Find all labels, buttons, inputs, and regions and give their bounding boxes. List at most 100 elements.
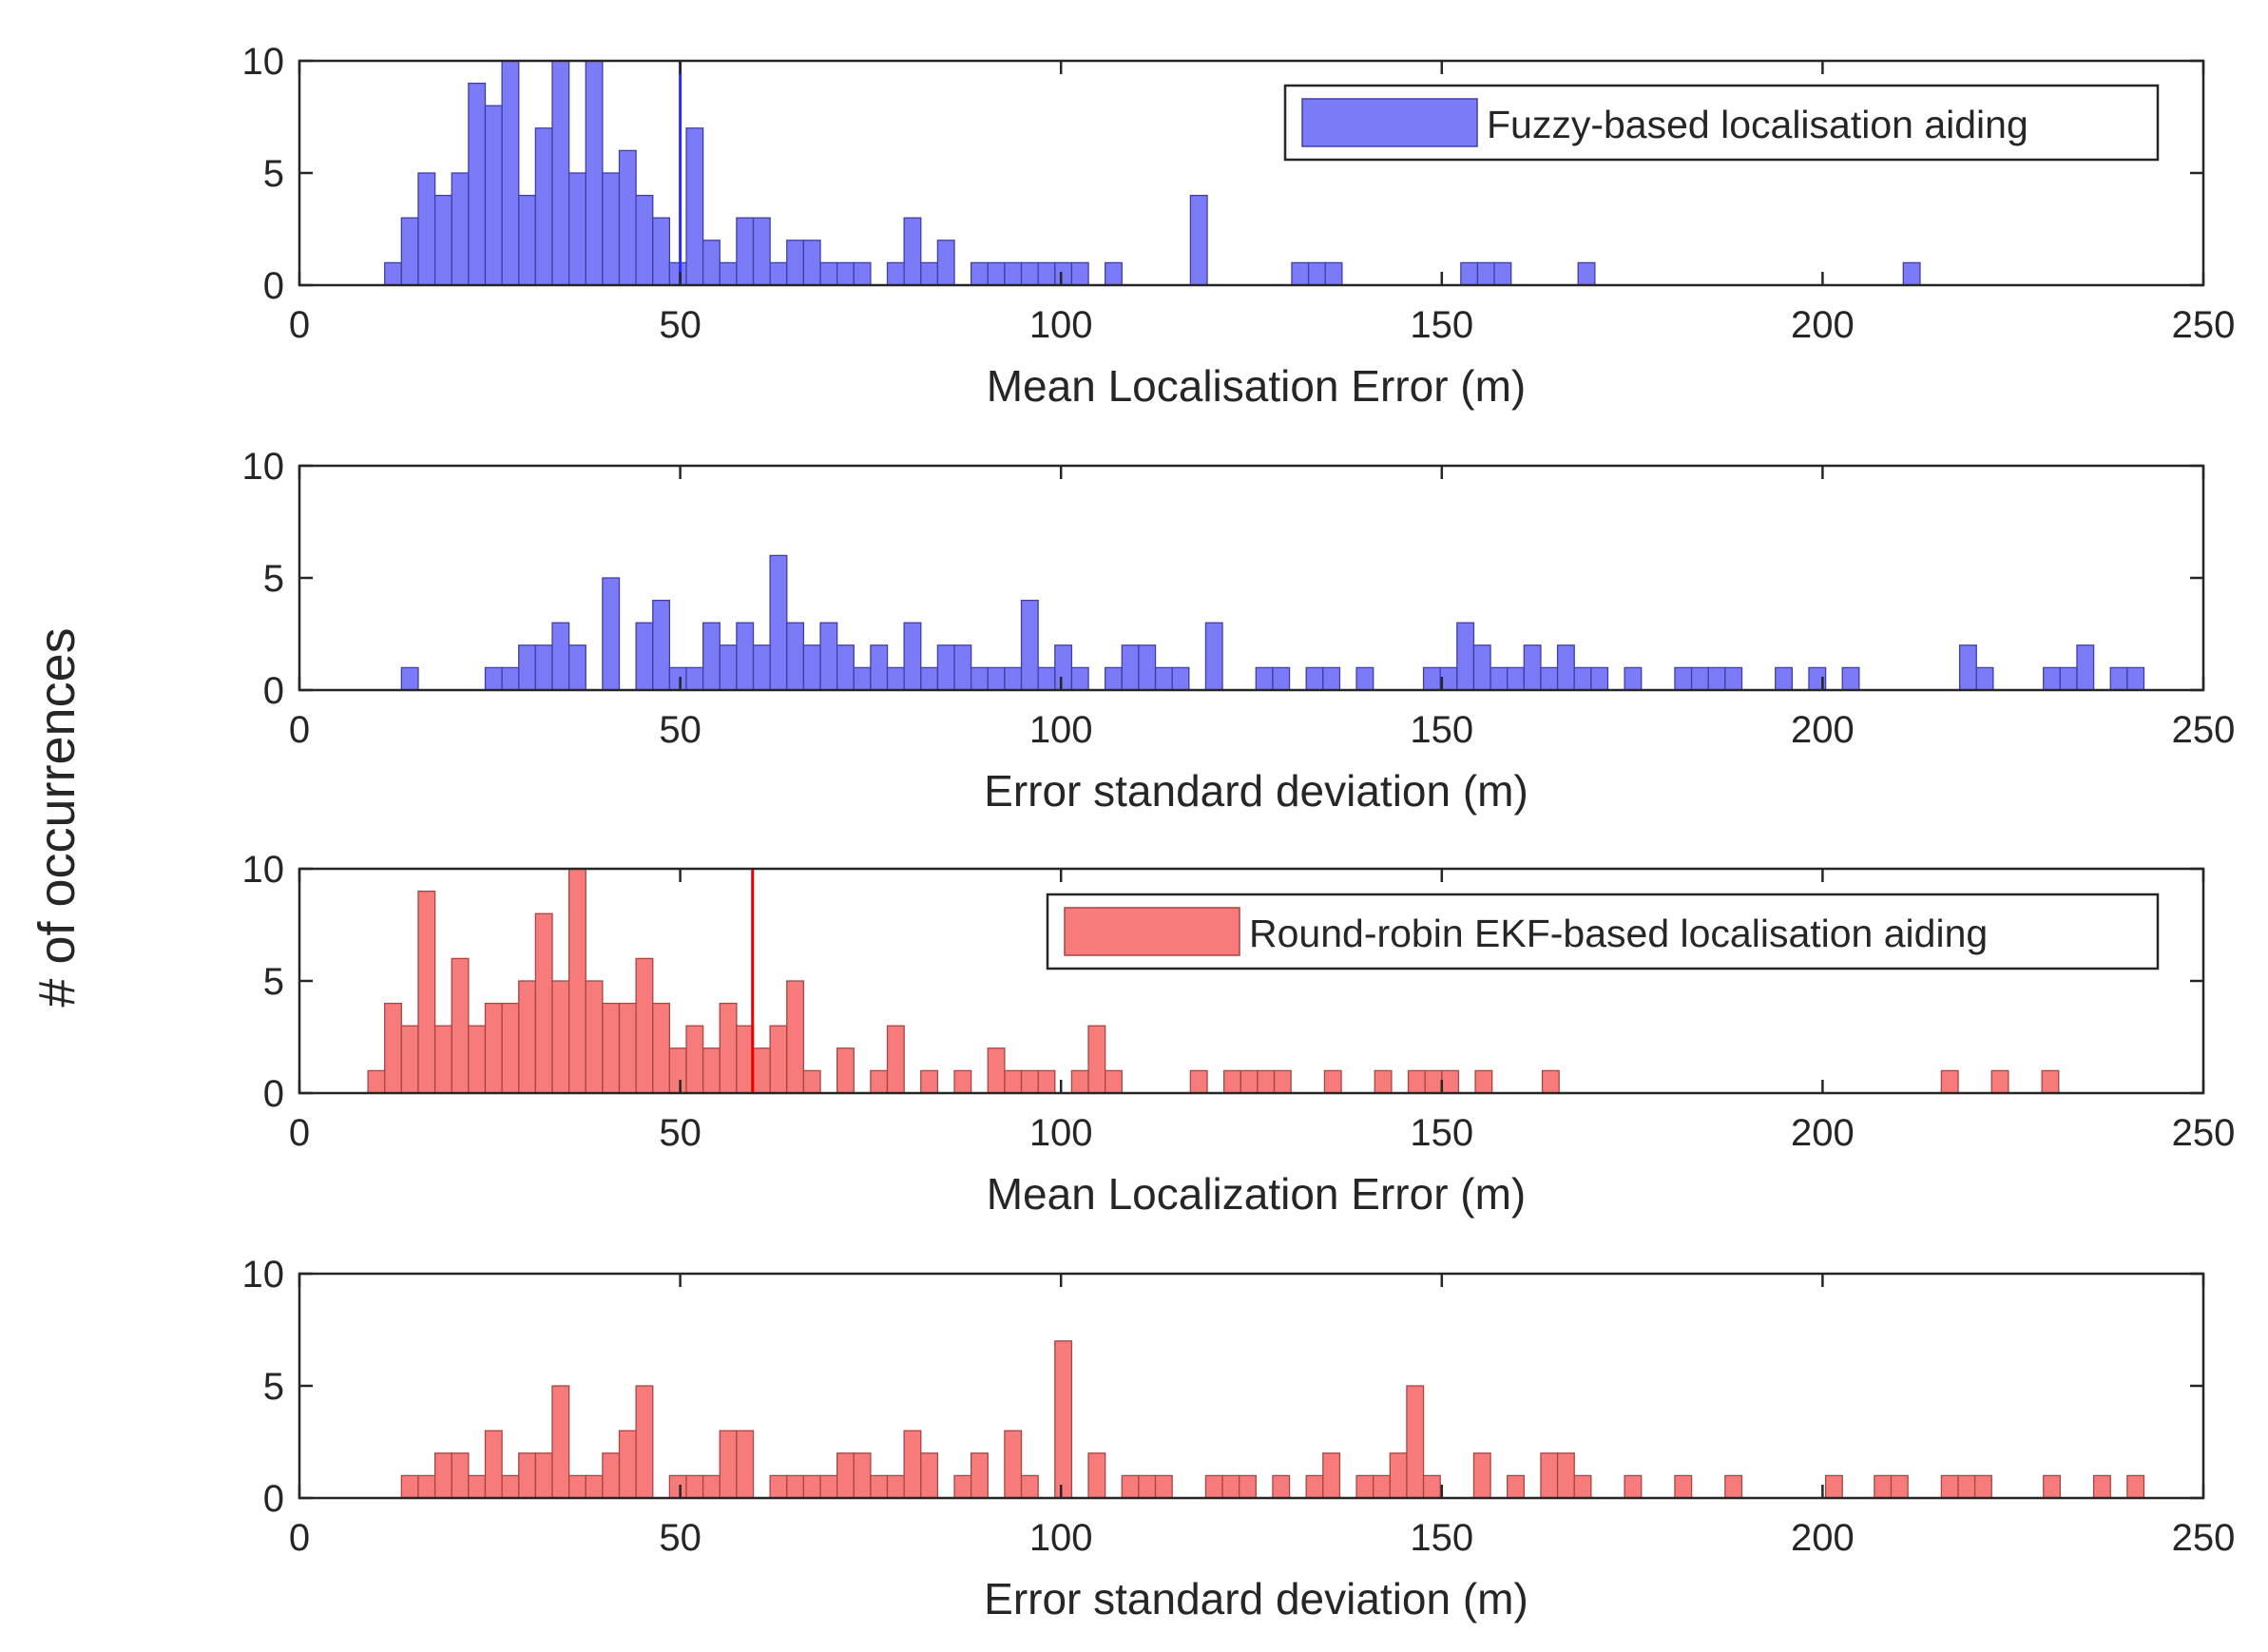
- histogram-bar: [1121, 1474, 1140, 1499]
- histogram-bar: [1775, 666, 1794, 691]
- x-tick-label: 50: [659, 304, 702, 346]
- histogram-bar: [836, 1452, 855, 1499]
- y-tick-label: 5: [263, 961, 284, 1003]
- histogram-bar: [1874, 1474, 1893, 1499]
- x-axis-label: Error standard deviation (m): [984, 766, 1528, 816]
- histogram-bar: [1054, 1340, 1073, 1499]
- x-tick-label: 100: [1029, 1112, 1093, 1154]
- histogram-bar: [1406, 1385, 1425, 1499]
- x-tick-label: 200: [1791, 1112, 1855, 1154]
- histogram-bar: [417, 890, 436, 1094]
- histogram-bar: [1323, 1069, 1342, 1094]
- histogram-bar: [903, 622, 922, 691]
- histogram-bar: [736, 622, 755, 691]
- histogram-bar: [1272, 666, 1291, 691]
- histogram-bar: [1940, 1069, 1959, 1094]
- histogram-bar: [971, 666, 989, 691]
- histogram-bar: [635, 1385, 654, 1499]
- histogram-bar: [602, 172, 621, 286]
- histogram-bar: [1472, 1452, 1491, 1499]
- histogram-bar: [1577, 261, 1596, 286]
- histogram-bar: [920, 1069, 939, 1094]
- histogram-bar: [836, 644, 855, 691]
- histogram-bar: [1020, 1474, 1039, 1499]
- histogram-bar: [1291, 261, 1310, 286]
- histogram-bar: [953, 644, 972, 691]
- y-tick-label: 5: [263, 558, 284, 600]
- histogram-bar: [602, 1452, 621, 1499]
- histogram-bar: [1424, 1069, 1443, 1094]
- histogram-bar: [518, 644, 537, 691]
- histogram-bar: [433, 1025, 452, 1094]
- histogram-bar: [1138, 644, 1157, 691]
- histogram-bar: [1490, 666, 1509, 691]
- x-tick-label: 150: [1410, 1112, 1473, 1154]
- x-tick-label: 0: [289, 304, 310, 346]
- histogram-bar: [1070, 666, 1089, 691]
- legend: Round-robin EKF-based localisation aidin…: [1046, 893, 2160, 970]
- histogram-bar: [802, 644, 821, 691]
- histogram-bar: [1472, 644, 1491, 691]
- histogram-bar: [953, 1069, 972, 1094]
- histogram-bar: [384, 261, 403, 286]
- histogram-bar: [685, 127, 704, 286]
- histogram-bar: [870, 1069, 889, 1094]
- histogram-bar: [1221, 1474, 1240, 1499]
- histogram-bar: [1975, 666, 1994, 691]
- histogram-bar: [551, 980, 570, 1094]
- histogram-bar: [870, 1474, 889, 1499]
- histogram-bar: [585, 1474, 604, 1499]
- chart-panel-3: 0 50 100 150 200 250 0 5 10 Mean Localization Err…: [242, 849, 2236, 1219]
- histogram-bar: [1422, 666, 1441, 691]
- histogram-bar: [400, 217, 419, 286]
- histogram-bar: [702, 240, 721, 286]
- histogram-bar: [819, 1474, 838, 1499]
- histogram-bar: [1240, 1069, 1259, 1094]
- histogram-bar: [501, 1002, 520, 1094]
- histogram-bar: [2126, 1474, 2145, 1499]
- histogram-bar: [1456, 622, 1475, 691]
- histogram-bar: [936, 644, 955, 691]
- x-tick-label: 250: [2172, 709, 2236, 751]
- x-tick-label: 250: [2172, 304, 2236, 346]
- histogram-bar: [484, 1002, 503, 1094]
- histogram-bar: [1590, 666, 1609, 691]
- histogram-bar: [886, 261, 905, 286]
- histogram-bar: [1105, 1069, 1123, 1094]
- legend-swatch: [1064, 907, 1240, 956]
- histogram-bar: [567, 1474, 586, 1499]
- histogram-bar: [769, 554, 788, 691]
- histogram-bar: [534, 644, 553, 691]
- histogram-bar: [1355, 1474, 1374, 1499]
- histogram-bar: [567, 644, 586, 691]
- histogram-bar: [468, 82, 487, 286]
- histogram-bar: [417, 172, 436, 286]
- histogram-bar: [1422, 1474, 1441, 1499]
- y-tick-label: 5: [263, 153, 284, 195]
- histogram-bar: [1154, 666, 1173, 691]
- y-tick-label: 0: [263, 1073, 284, 1115]
- histogram-bar: [1121, 644, 1140, 691]
- histogram-bar: [836, 1047, 855, 1094]
- chart-panel-2: 0 50 100 150 200 250 0 5 10 Error standard deviat…: [242, 446, 2236, 816]
- x-axis-label: Mean Localization Error (m): [987, 1169, 1527, 1219]
- histogram-bar: [1355, 666, 1374, 691]
- histogram-bar: [400, 1025, 419, 1094]
- histogram-bar: [585, 60, 604, 286]
- histogram-bar: [1037, 666, 1056, 691]
- histogram-bar: [1374, 1069, 1393, 1094]
- histogram-bar: [652, 1002, 671, 1094]
- histogram-bar: [652, 217, 671, 286]
- histogram-bar: [1890, 1474, 1909, 1499]
- histogram-bar: [417, 1474, 436, 1499]
- histogram-bar: [1037, 1069, 1056, 1094]
- histogram-bar: [886, 666, 905, 691]
- histogram-bar: [1004, 1430, 1023, 1499]
- histogram-bar: [752, 217, 771, 286]
- histogram-bar: [920, 666, 939, 691]
- histogram-bar: [1493, 261, 1512, 286]
- histogram-bar: [853, 261, 872, 286]
- histogram-bar: [719, 261, 738, 286]
- histogram-bar: [468, 1025, 487, 1094]
